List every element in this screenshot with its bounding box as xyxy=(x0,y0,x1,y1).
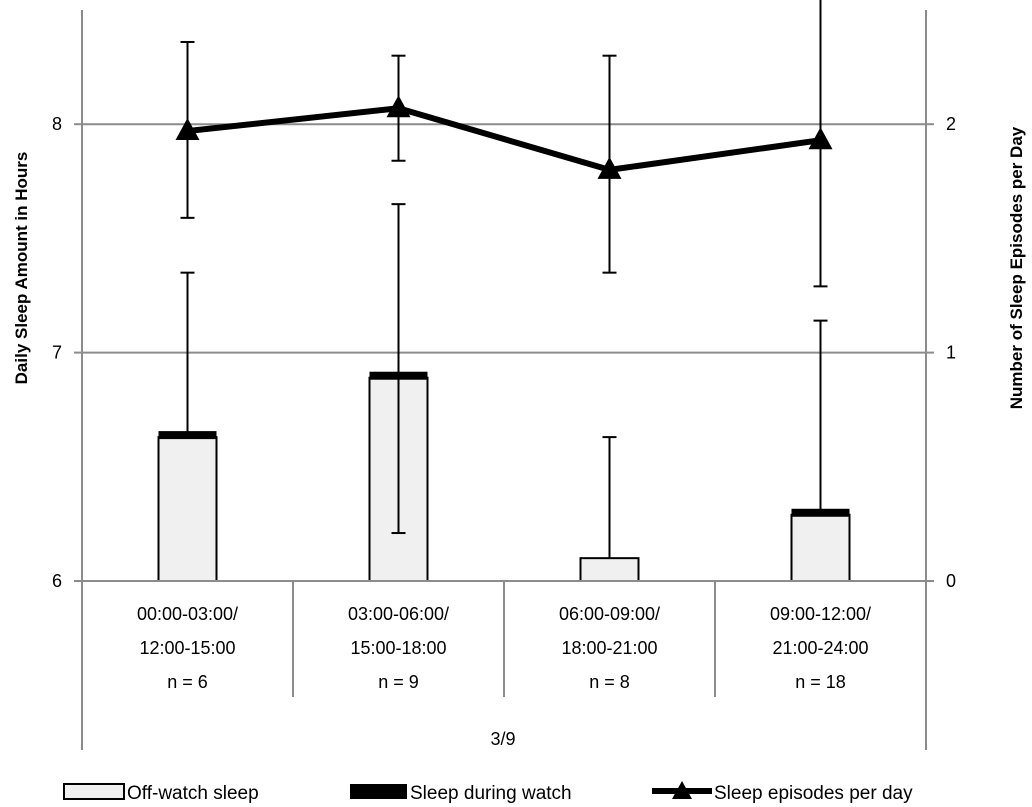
right-tick-label: 0 xyxy=(946,571,956,591)
legend: Off-watch sleep Sleep during watch Sleep… xyxy=(63,781,913,804)
bar-off-watch xyxy=(790,513,851,582)
category-label: 06:00-09:00/ xyxy=(559,604,660,624)
group-label: 3/9 xyxy=(490,729,515,749)
episodes-marker xyxy=(808,127,833,150)
left-axis-title: Daily Sleep Amount in Hours xyxy=(12,152,31,385)
axes xyxy=(74,10,934,750)
category-label: n = 18 xyxy=(795,672,846,692)
episodes-line-path xyxy=(187,105,821,173)
bar-off-watch xyxy=(579,557,640,582)
legend-swatch-during-watch xyxy=(350,784,407,799)
legend-label-episodes: Sleep episodes per day xyxy=(714,783,913,804)
category-label: 21:00-24:00 xyxy=(772,638,868,658)
category-label: n = 6 xyxy=(167,672,208,692)
category-label: 18:00-21:00 xyxy=(561,638,657,658)
legend-marker-episodes xyxy=(672,781,692,799)
bar-error-bars xyxy=(180,203,828,559)
legend-label-off-watch: Off-watch sleep xyxy=(127,783,259,804)
category-label: n = 9 xyxy=(378,672,419,692)
category-label: 09:00-12:00/ xyxy=(770,604,871,624)
episodes-marker xyxy=(386,95,411,118)
left-tick-label: 7 xyxy=(52,343,62,363)
episodes-marker xyxy=(175,118,200,141)
gridlines xyxy=(82,123,926,354)
left-tick-label: 8 xyxy=(52,114,62,134)
left-axis-ticks: 6 7 8 xyxy=(52,114,62,591)
bar-during-watch xyxy=(158,431,217,440)
bar-off-watch xyxy=(157,436,218,582)
right-axis-ticks: 0 1 2 xyxy=(946,114,956,591)
right-axis-title: Number of Sleep Episodes per Day xyxy=(1007,126,1026,409)
legend-label-during-watch: Sleep during watch xyxy=(410,783,572,804)
category-labels: 00:00-03:00/12:00-15:00 n = 6 03:00-06:00/… xyxy=(137,604,871,692)
category-label: 00:00-03:00/ xyxy=(137,604,238,624)
category-label: n = 8 xyxy=(589,672,630,692)
category-label: 12:00-15:00 xyxy=(139,638,235,658)
bars xyxy=(157,371,851,582)
legend-swatch-off-watch xyxy=(63,783,125,800)
episodes-line xyxy=(175,0,833,288)
category-label: 15:00-18:00 xyxy=(350,638,446,658)
episodes-marker xyxy=(597,156,622,179)
left-tick-label: 6 xyxy=(52,571,62,591)
right-tick-label: 1 xyxy=(946,343,956,363)
bar-during-watch xyxy=(791,508,850,517)
category-label: 03:00-06:00/ xyxy=(348,604,449,624)
right-tick-label: 2 xyxy=(946,114,956,134)
